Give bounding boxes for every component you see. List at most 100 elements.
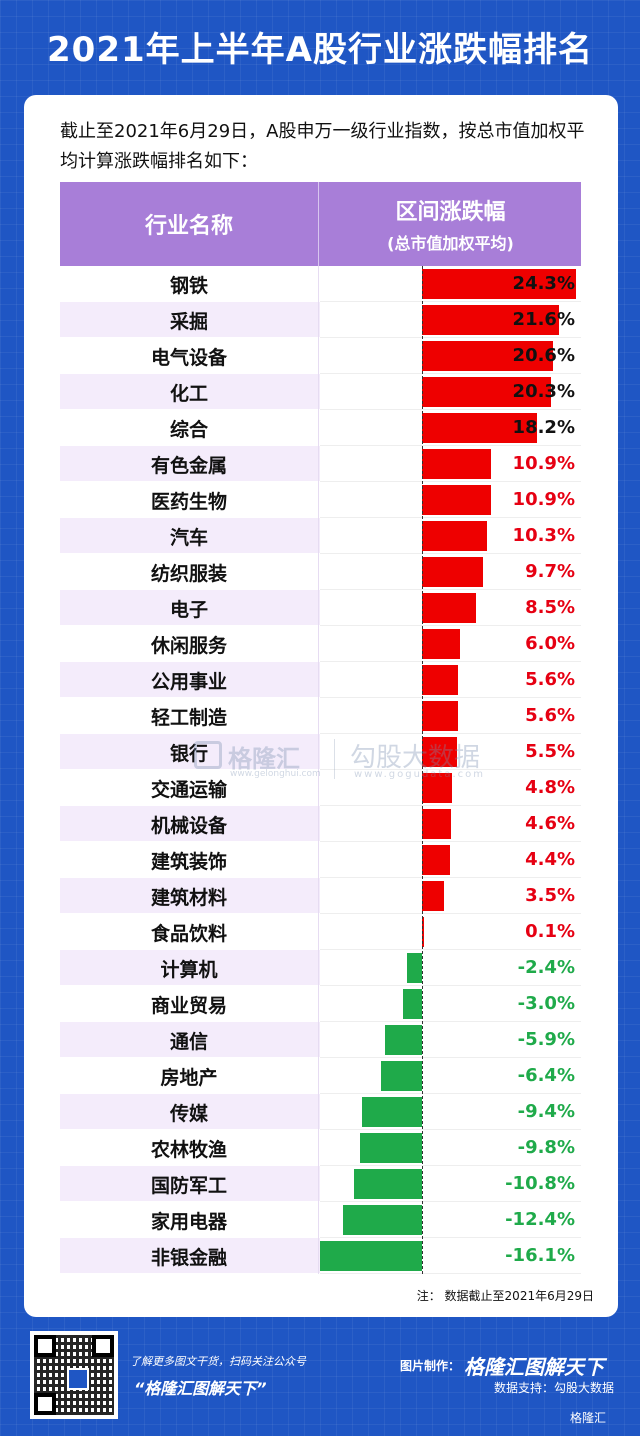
industry-name: 医药生物: [60, 482, 319, 518]
table-row: 电气设备 20.6%: [60, 338, 581, 374]
industry-name: 轻工制造: [60, 698, 319, 734]
bar-cell: 10.9%: [320, 482, 581, 518]
table-row: 纺织服装 9.7%: [60, 554, 581, 590]
industry-name: 电子: [60, 590, 319, 626]
content-card: 截止至2021年6月29日，A股申万一级行业指数，按总市值加权平均计算涨跌幅排名…: [24, 95, 618, 1317]
bar-cell: 4.4%: [320, 842, 581, 878]
positive-bar: [422, 773, 453, 803]
value-label: 9.7%: [525, 561, 575, 582]
industry-name: 综合: [60, 410, 319, 446]
qr-code-icon[interactable]: [30, 1331, 118, 1419]
table-row: 建筑材料 3.5%: [60, 878, 581, 914]
industry-name: 家用电器: [60, 1202, 319, 1238]
bar-cell: -3.0%: [320, 986, 581, 1022]
industry-name: 银行: [60, 734, 319, 770]
bar-cell: -9.8%: [320, 1130, 581, 1166]
value-label: -6.4%: [517, 1065, 575, 1086]
positive-bar: [422, 341, 553, 371]
positive-bar: [422, 737, 457, 767]
industry-name: 传媒: [60, 1094, 319, 1130]
industry-name: 汽车: [60, 518, 319, 554]
value-label: 5.6%: [525, 669, 575, 690]
value-label: 5.6%: [525, 705, 575, 726]
negative-bar: [406, 953, 422, 983]
positive-bar: [422, 845, 450, 875]
value-label: 21.6%: [512, 309, 575, 330]
value-label: 10.3%: [512, 525, 575, 546]
industry-name: 有色金属: [60, 446, 319, 482]
industry-name: 国防军工: [60, 1166, 319, 1202]
bar-cell: 8.5%: [320, 590, 581, 626]
table-row: 综合 18.2%: [60, 410, 581, 446]
footer-account-name: “格隆汇图解天下”: [134, 1379, 267, 1398]
qr-finder-bottom-left: [34, 1393, 56, 1415]
industry-name: 计算机: [60, 950, 319, 986]
footer-made-by-brand: 格隆汇图解天下: [464, 1355, 604, 1379]
value-label: 20.3%: [512, 381, 575, 402]
industry-name: 通信: [60, 1022, 319, 1058]
table-row: 汽车 10.3%: [60, 518, 581, 554]
positive-bar: [422, 809, 452, 839]
positive-bar: [422, 557, 484, 587]
value-label: 18.2%: [512, 417, 575, 438]
footer: 了解更多图文干货，扫码关注公众号 “格隆汇图解天下” 图片制作： 格隆汇图解天下…: [0, 1317, 640, 1436]
ranking-table: 行业名称 区间涨跌幅 (总市值加权平均) 钢铁 24.3% 采掘 21.6% 电气设备 2…: [60, 182, 581, 1274]
bar-cell: 5.5%: [320, 734, 581, 770]
qr-finder-top-right: [92, 1335, 114, 1357]
positive-bar: [422, 521, 488, 551]
bar-cell: -12.4%: [320, 1202, 581, 1238]
value-label: 4.8%: [525, 777, 575, 798]
bar-cell: 20.3%: [320, 374, 581, 410]
table-row: 轻工制造 5.6%: [60, 698, 581, 734]
footer-follow-text: 了解更多图文干货，扫码关注公众号: [130, 1355, 306, 1368]
positive-bar: [422, 665, 458, 695]
table-body: 钢铁 24.3% 采掘 21.6% 电气设备 20.6% 化工 20.3% 综合 18.2% 有色金…: [60, 266, 581, 1274]
bar-cell: -9.4%: [320, 1094, 581, 1130]
table-row: 医药生物 10.9%: [60, 482, 581, 518]
table-row: 机械设备 4.6%: [60, 806, 581, 842]
value-label: -9.4%: [517, 1101, 575, 1122]
table-row: 商业贸易 -3.0%: [60, 986, 581, 1022]
industry-name: 纺织服装: [60, 554, 319, 590]
bar-cell: -16.1%: [320, 1238, 581, 1274]
positive-bar: [422, 485, 492, 515]
negative-bar: [403, 989, 422, 1019]
bar-cell: 21.6%: [320, 302, 581, 338]
industry-name: 钢铁: [60, 266, 319, 302]
industry-name: 电气设备: [60, 338, 319, 374]
footer-made-by-label: 图片制作：: [400, 1359, 461, 1373]
positive-bar: [422, 593, 476, 623]
table-row: 通信 -5.9%: [60, 1022, 581, 1058]
bar-cell: -5.9%: [320, 1022, 581, 1058]
positive-bar: [422, 269, 576, 299]
value-label: 4.4%: [525, 849, 575, 870]
negative-bar: [353, 1169, 422, 1199]
table-row: 交通运输 4.8%: [60, 770, 581, 806]
value-label: 20.6%: [512, 345, 575, 366]
value-label: 0.1%: [525, 921, 575, 942]
bar-cell: 20.6%: [320, 338, 581, 374]
bar-cell: -10.8%: [320, 1166, 581, 1202]
negative-bar: [384, 1025, 422, 1055]
table-row: 房地产 -6.4%: [60, 1058, 581, 1094]
table-row: 家用电器 -12.4%: [60, 1202, 581, 1238]
value-label: -9.8%: [517, 1137, 575, 1158]
positive-bar: [422, 413, 538, 443]
table-row: 有色金属 10.9%: [60, 446, 581, 482]
table-row: 食品饮料 0.1%: [60, 914, 581, 950]
value-label: -16.1%: [505, 1245, 575, 1266]
positive-bar: [422, 629, 461, 659]
table-row: 钢铁 24.3%: [60, 266, 581, 302]
industry-name: 交通运输: [60, 770, 319, 806]
negative-bar: [381, 1061, 422, 1091]
table-row: 休闲服务 6.0%: [60, 626, 581, 662]
table-row: 化工 20.3%: [60, 374, 581, 410]
industry-name: 房地产: [60, 1058, 319, 1094]
industry-name: 建筑装饰: [60, 842, 319, 878]
table-row: 传媒 -9.4%: [60, 1094, 581, 1130]
footer-data-support: 数据支持：勾股大数据: [494, 1381, 615, 1395]
table-row: 采掘 21.6%: [60, 302, 581, 338]
bar-cell: 6.0%: [320, 626, 581, 662]
bar-cell: 5.6%: [320, 698, 581, 734]
bar-cell: 0.1%: [320, 914, 581, 950]
